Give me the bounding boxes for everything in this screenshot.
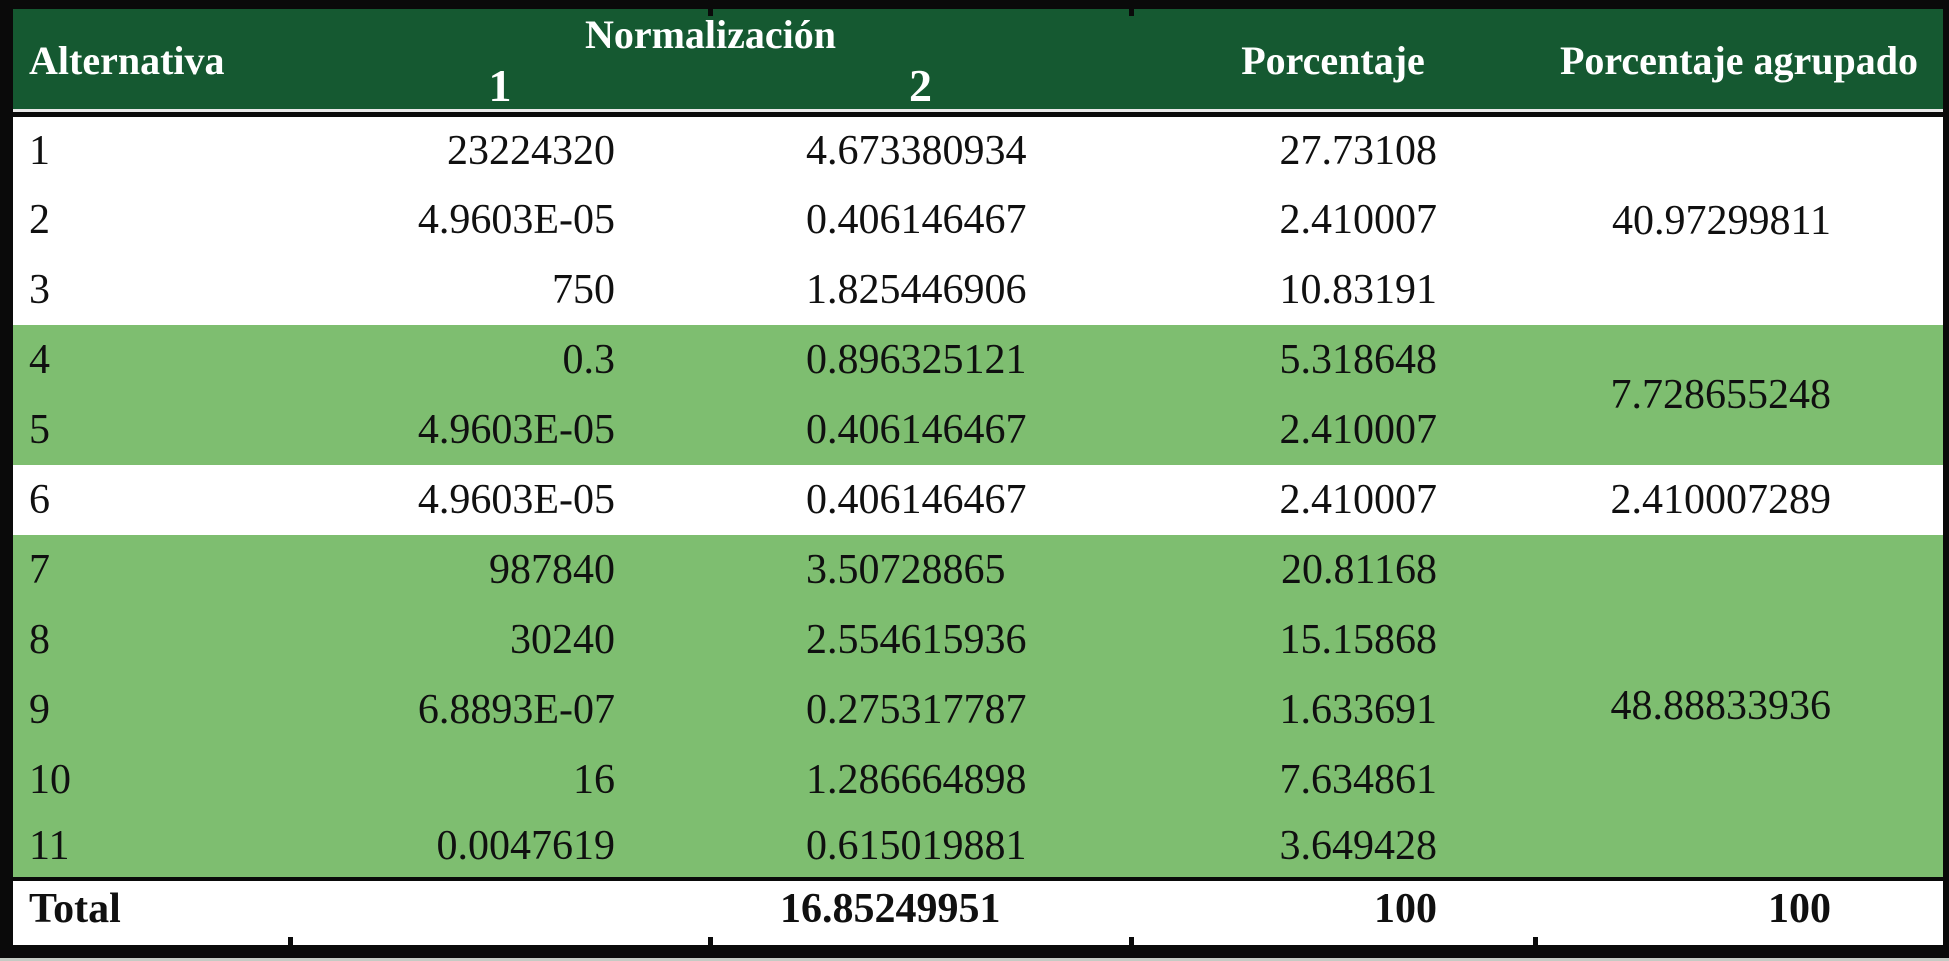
header-porcentaje: Porcentaje — [1131, 9, 1535, 117]
cell-porcentaje: 1.633691 — [1131, 674, 1535, 745]
bottom-edge-strip — [0, 958, 1949, 961]
cell-normalizacion-1: 23224320 — [290, 114, 710, 185]
cell-normalizacion-2: 0.896325121 — [710, 324, 1131, 395]
cell-porcentaje-agrupado-group-1: 40.97299811 — [1535, 114, 1943, 325]
cell-normalizacion-1: 6.8893E-07 — [290, 674, 710, 745]
cell-porcentaje: 10.83191 — [1131, 254, 1535, 325]
cell-alternativa: 8 — [13, 604, 290, 675]
cell-normalizacion-2: 4.673380934 — [710, 114, 1131, 185]
cell-normalizacion-2: 0.275317787 — [710, 674, 1131, 745]
cell-normalizacion-2: 0.406146467 — [710, 464, 1131, 535]
cell-alternativa: 3 — [13, 254, 290, 325]
column-divider-tick — [1129, 9, 1134, 16]
column-divider-tick — [708, 9, 713, 16]
total-normalizacion-2: 16.85249951 — [710, 876, 1131, 938]
table-row: 2 4.9603E-05 0.406146467 2.410007 — [13, 184, 1943, 255]
cell-alternativa: 9 — [13, 674, 290, 745]
cell-normalizacion-1: 987840 — [290, 534, 710, 605]
header-alternativa: Alternativa — [13, 9, 290, 117]
table-row: 3 750 1.825446906 10.83191 — [13, 254, 1943, 325]
table-row: 6 4.9603E-05 0.406146467 2.410007 2.4100… — [13, 464, 1943, 535]
table-body: 1 23224320 4.673380934 27.73108 40.97299… — [13, 114, 1943, 938]
cell-normalizacion-2: 0.406146467 — [710, 394, 1131, 465]
cell-porcentaje: 3.649428 — [1131, 814, 1535, 879]
total-porcentaje: 100 — [1131, 876, 1535, 938]
header-porcentaje-agrupado: Porcentaje agrupado — [1535, 9, 1943, 117]
table-row: 4 0.3 0.896325121 5.318648 7.728655248 — [13, 324, 1943, 465]
cell-normalizacion-1: 4.9603E-05 — [290, 464, 710, 535]
column-divider-tick — [1129, 937, 1134, 946]
cell-alternativa: 5 — [13, 394, 290, 465]
table-row: 7 987840 3.50728865 20.81168 48.88833936 — [13, 534, 1943, 879]
cell-porcentaje-agrupado-group-4: 48.88833936 — [1535, 534, 1943, 879]
column-divider-tick — [1533, 937, 1538, 946]
column-divider-tick — [708, 937, 713, 946]
cell-normalizacion-2: 2.554615936 — [710, 604, 1131, 675]
cell-porcentaje-agrupado-group-3: 2.410007289 — [1535, 464, 1943, 535]
cell-porcentaje: 5.318648 — [1131, 324, 1535, 395]
header-normalizacion: Normalización — [290, 9, 1131, 59]
cell-alternativa: 10 — [13, 744, 290, 815]
data-table-container: Alternativa Normalización Porcentaje Por… — [13, 9, 1943, 945]
header-row-2: 1 2 — [13, 59, 1943, 117]
cell-normalizacion-2: 1.286664898 — [710, 744, 1131, 815]
table-row: 5 4.9603E-05 0.406146467 2.410007 — [13, 394, 1943, 465]
cell-normalizacion-2: 0.615019881 — [710, 814, 1131, 879]
cell-normalizacion-1: 4.9603E-05 — [290, 394, 710, 465]
cell-alternativa: 7 — [13, 534, 290, 605]
cell-normalizacion-2: 3.50728865 — [710, 534, 1131, 605]
cell-porcentaje-agrupado-group-2: 7.728655248 — [1535, 324, 1943, 465]
cell-porcentaje: 2.410007 — [1131, 184, 1535, 255]
total-normalizacion-1-empty — [290, 876, 710, 938]
cell-porcentaje: 7.634861 — [1131, 744, 1535, 815]
cell-normalizacion-2: 1.825446906 — [710, 254, 1131, 325]
cell-normalizacion-1: 0.0047619 — [290, 814, 710, 879]
data-table: Alternativa Normalización Porcentaje Por… — [13, 9, 1943, 938]
cell-normalizacion-2: 0.406146467 — [710, 184, 1131, 255]
table-row: 11 0.0047619 0.615019881 3.649428 — [13, 814, 1943, 879]
table-row: 1 23224320 4.673380934 27.73108 40.97299… — [13, 114, 1943, 325]
cell-normalizacion-1: 4.9603E-05 — [290, 184, 710, 255]
cell-alternativa: 1 — [13, 114, 290, 185]
header-normalizacion-2: 2 — [710, 59, 1131, 117]
cell-porcentaje: 15.15868 — [1131, 604, 1535, 675]
total-row: Total 16.85249951 100 100 — [13, 876, 1943, 938]
table-row: 8 30240 2.554615936 15.15868 — [13, 604, 1943, 675]
cell-alternativa: 2 — [13, 184, 290, 255]
cell-normalizacion-1: 750 — [290, 254, 710, 325]
header-row-1: Alternativa Normalización Porcentaje Por… — [13, 9, 1943, 117]
cell-normalizacion-1: 30240 — [290, 604, 710, 675]
total-porcentaje-agrupado: 100 — [1535, 876, 1943, 938]
total-label: Total — [13, 876, 290, 938]
cell-porcentaje: 2.410007 — [1131, 394, 1535, 465]
cell-normalizacion-1: 0.3 — [290, 324, 710, 395]
cell-alternativa: 6 — [13, 464, 290, 535]
cell-alternativa: 4 — [13, 324, 290, 395]
table-row: 10 16 1.286664898 7.634861 — [13, 744, 1943, 815]
cell-porcentaje: 20.81168 — [1131, 534, 1535, 605]
header-normalizacion-1: 1 — [290, 59, 710, 117]
column-divider-tick — [288, 937, 293, 946]
table-header: Alternativa Normalización Porcentaje Por… — [13, 9, 1943, 117]
cell-porcentaje: 2.410007 — [1131, 464, 1535, 535]
table-row: 9 6.8893E-07 0.275317787 1.633691 — [13, 674, 1943, 745]
cell-porcentaje: 27.73108 — [1131, 114, 1535, 185]
cell-alternativa: 11 — [13, 814, 290, 879]
cell-normalizacion-1: 16 — [290, 744, 710, 815]
